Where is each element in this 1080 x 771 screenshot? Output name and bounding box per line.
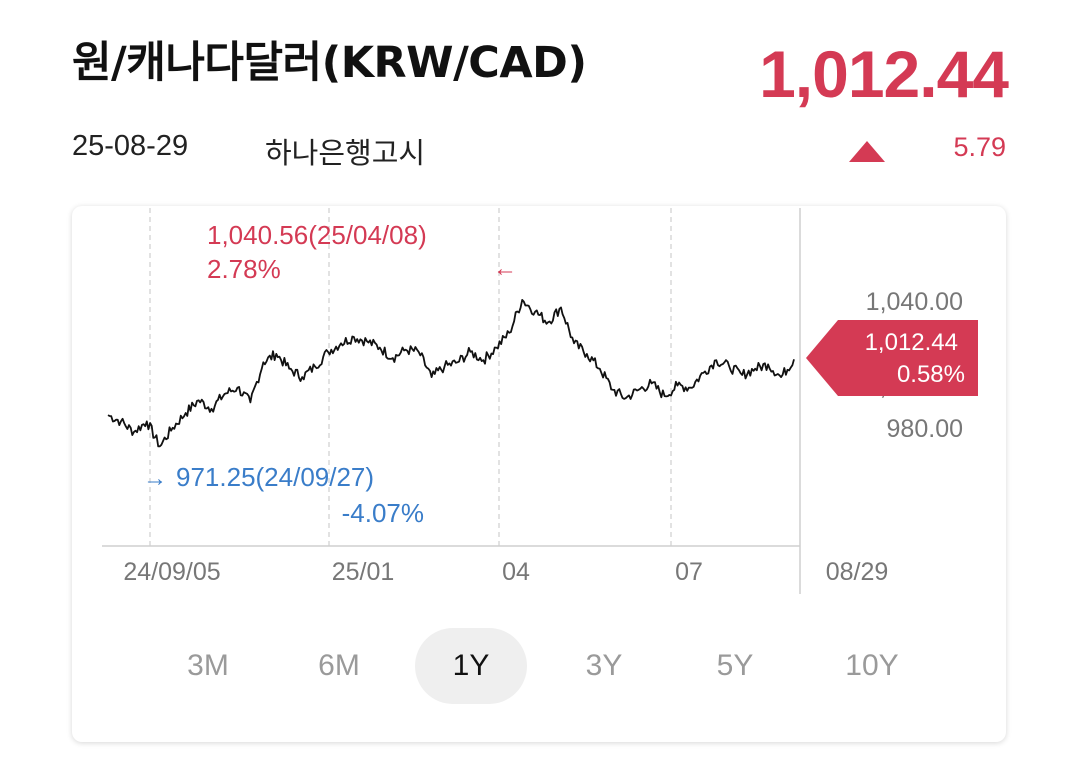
x-tick-label: 07 [675, 558, 703, 586]
high-annotation-pct: 2.78% [207, 254, 281, 284]
current-value-tag [806, 320, 978, 396]
range-button-3m[interactable]: 3M [187, 649, 229, 682]
range-button-5y[interactable]: 5Y [716, 649, 754, 682]
current-value-tag-pct: 0.58% [897, 361, 965, 388]
low-annotation-label: 971.25(24/09/27) [176, 462, 374, 492]
range-button-1y[interactable]: 1Y [415, 628, 527, 704]
series-line [107, 299, 795, 448]
chart-card [72, 206, 1006, 742]
range-button-3y[interactable]: 3Y [585, 649, 623, 682]
arrow-right-icon: → [143, 465, 167, 492]
low-annotation-pct: -4.07% [342, 498, 424, 528]
x-tick-label: 24/09/05 [123, 558, 220, 586]
current-price: 1,012.44 [759, 37, 1009, 111]
range-button-10y[interactable]: 10Y [845, 649, 899, 682]
arrow-left-icon: ← [493, 255, 517, 282]
x-tick-label: 08/29 [826, 558, 889, 586]
page-title: 원/캐나다달러(KRW/CAD) [72, 38, 587, 88]
quote-date: 25-08-29 [72, 130, 189, 162]
triangle-up-icon [849, 141, 885, 162]
x-tick-label: 25/01 [332, 558, 395, 586]
price-change: 5.79 [953, 132, 1006, 162]
x-tick-label: 04 [502, 558, 530, 586]
high-annotation-label: 1,040.56(25/04/08) [207, 220, 427, 250]
quote-source: 하나은행고시 [265, 136, 426, 170]
range-button-6m[interactable]: 6M [318, 649, 360, 682]
current-value-tag-price: 1,012.44 [865, 329, 958, 356]
y-tick-label: 1,040.00 [866, 288, 963, 316]
y-tick-label: 980.00 [887, 415, 963, 443]
